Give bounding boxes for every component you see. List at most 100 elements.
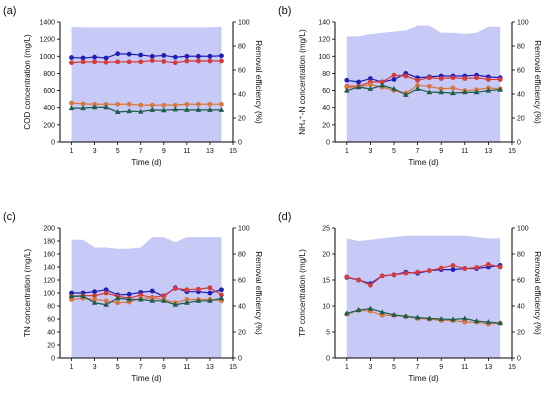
series-point <box>196 102 201 107</box>
y-tick-label: 140 <box>43 265 55 272</box>
y2-axis-title: Removal efficiency (%) <box>254 251 263 335</box>
y-tick-label: 600 <box>43 88 55 95</box>
series-point <box>208 285 213 290</box>
series-point <box>208 291 213 296</box>
series-point <box>392 73 397 78</box>
series-point <box>115 59 120 64</box>
x-tick-label: 7 <box>416 364 420 371</box>
series-point <box>368 283 373 288</box>
series-point <box>403 74 408 79</box>
y-tick-label: 40 <box>322 105 330 112</box>
y-tick-label: 100 <box>318 54 330 61</box>
x-tick-label: 5 <box>392 148 396 155</box>
y-tick-label: 10 <box>322 304 330 311</box>
x-tick-label: 11 <box>461 364 468 371</box>
y-tick-label: 5 <box>326 330 330 337</box>
series-point <box>161 59 166 64</box>
series-point <box>81 59 86 64</box>
series-point <box>427 268 432 273</box>
x-tick-label: 3 <box>368 364 372 371</box>
series-point <box>219 102 224 107</box>
y2-tick-label: 60 <box>238 68 246 75</box>
y2-tick-label: 20 <box>517 116 525 123</box>
y2-tick-label: 40 <box>517 92 525 99</box>
x-tick-label: 5 <box>392 364 396 371</box>
y-tick-label: 60 <box>47 317 55 324</box>
series-point <box>219 59 224 64</box>
y2-tick-label: 100 <box>238 226 250 233</box>
x-tick-label: 9 <box>439 364 443 371</box>
series-point <box>138 59 143 64</box>
y2-tick-label: 20 <box>238 116 246 123</box>
series-point <box>173 60 178 65</box>
series-point <box>498 265 503 270</box>
y2-tick-label: 80 <box>238 44 246 51</box>
series-point <box>173 55 178 60</box>
y-tick-label: 20 <box>47 343 55 350</box>
series-point <box>219 287 224 292</box>
series-point <box>392 272 397 277</box>
x-tick-label: 15 <box>229 364 237 371</box>
x-tick-label: 13 <box>485 148 493 155</box>
y-tick-label: 160 <box>43 252 55 259</box>
y-tick-label: 1400 <box>39 20 55 27</box>
series-point <box>92 55 97 60</box>
series-point <box>69 101 74 106</box>
panel-label: (b) <box>278 5 291 17</box>
series-point <box>184 59 189 64</box>
y-tick-label: 200 <box>43 122 55 129</box>
y2-tick-label: 80 <box>517 44 525 51</box>
series-point <box>486 77 491 82</box>
x-axis-title: Time (d) <box>131 158 161 167</box>
series-point <box>104 60 109 65</box>
series-point <box>115 51 120 56</box>
series-point <box>161 103 166 108</box>
series-point <box>451 267 456 272</box>
y-tick-label: 0 <box>326 356 330 363</box>
y-tick-label: 180 <box>43 239 55 246</box>
y-tick-label: 60 <box>322 88 330 95</box>
series-point <box>208 54 213 59</box>
series-point <box>150 58 155 63</box>
y2-tick-label: 100 <box>517 226 529 233</box>
x-tick-label: 13 <box>206 364 214 371</box>
y2-axis-title: Removal efficiency (%) <box>533 251 542 335</box>
series-point <box>344 78 349 83</box>
y-tick-label: 1200 <box>39 37 55 44</box>
y-tick-label: 15 <box>322 278 330 285</box>
series-point <box>184 287 189 292</box>
x-tick-label: 15 <box>508 364 516 371</box>
panel-label: (d) <box>278 211 291 223</box>
removal-efficiency-area <box>347 236 500 358</box>
series-point <box>356 80 361 85</box>
y-tick-label: 800 <box>43 71 55 78</box>
x-tick-label: 9 <box>162 148 166 155</box>
y-tick-label: 20 <box>322 252 330 259</box>
y2-tick-label: 20 <box>238 330 246 337</box>
series-point <box>439 76 444 81</box>
series-point <box>380 273 385 278</box>
x-tick-label: 3 <box>368 148 372 155</box>
panel-label: (c) <box>3 211 16 223</box>
series-point <box>462 76 467 81</box>
y-tick-label: 1000 <box>39 54 55 61</box>
series-point <box>474 265 479 270</box>
y2-tick-label: 40 <box>517 304 525 311</box>
series-point <box>173 286 178 291</box>
series-point <box>219 53 224 58</box>
series-point <box>104 56 109 61</box>
y2-tick-label: 80 <box>238 252 246 259</box>
series-point <box>427 84 432 89</box>
series-point <box>356 278 361 283</box>
y2-tick-label: 60 <box>517 68 525 75</box>
x-tick-label: 3 <box>93 148 97 155</box>
series-point <box>127 102 132 107</box>
y-axis-title: NH₄⁺-N concentration (mg/L) <box>298 29 307 135</box>
series-point <box>127 52 132 57</box>
y2-tick-label: 0 <box>517 140 521 147</box>
series-point <box>451 86 456 91</box>
y2-tick-label: 60 <box>517 278 525 285</box>
